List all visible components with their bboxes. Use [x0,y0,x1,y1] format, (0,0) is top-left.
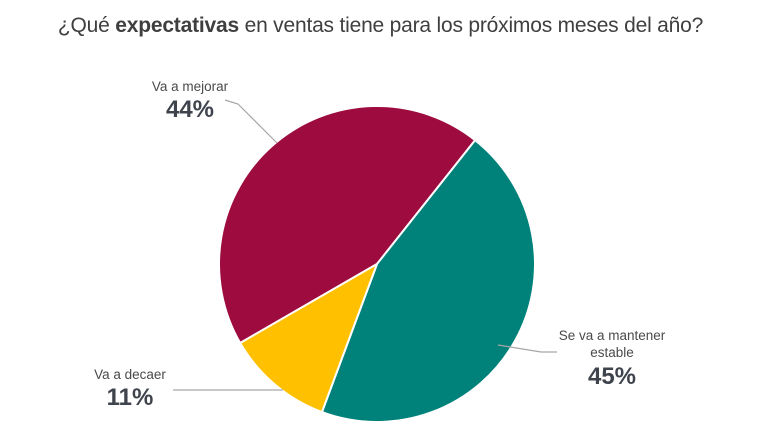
callout-mantener-percent: 45% [587,362,637,390]
callout-mantener: Se va a mantener estable 45% [536,327,688,389]
pie-slice-se-va-a-mantener-estable [320,139,536,423]
chart-title-prefix: ¿Qué [57,14,116,37]
chart-title-suffix: en ventas tiene para los próximos meses … [238,14,704,37]
chart-title: ¿Qué expectativas en ventas tiene para l… [0,14,761,38]
callout-mantener-label-line1: Se va a mantener [558,328,666,343]
callout-mejorar: Va a mejorar 44% [110,78,270,122]
leader-line-mantener [497,344,557,353]
pie-slices [218,105,536,423]
callout-decaer-percent: 11% [106,384,154,412]
pie-slice-va-a-mejorar [218,105,477,344]
callout-mejorar-label: Va a mejorar [151,79,229,94]
callout-decaer-label: Va a decaer [94,367,166,382]
callout-mantener-label-line2: estable [590,345,634,361]
chart-title-emphasis: expectativas [115,14,239,37]
pie-slice-va-a-decaer [239,263,378,414]
leader-line-mejorar [224,99,278,144]
callout-decaer: Va a decaer 11% [55,366,205,410]
callout-mejorar-percent: 44% [165,96,215,124]
